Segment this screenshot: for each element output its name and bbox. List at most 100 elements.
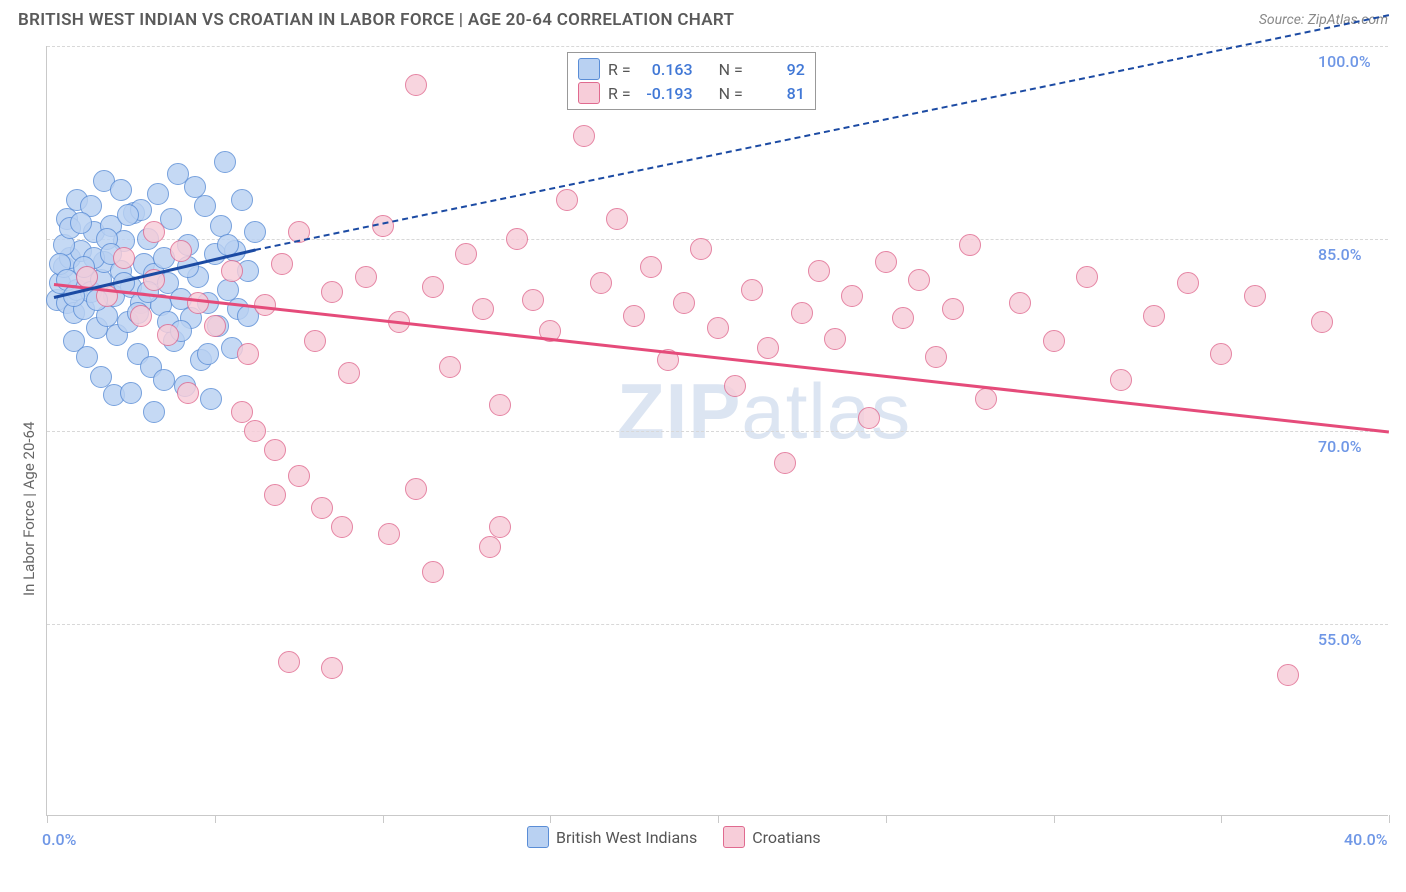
- data-point: [304, 330, 326, 352]
- x-tick-label: 0.0%: [42, 830, 76, 849]
- data-point: [194, 195, 216, 217]
- data-point: [522, 289, 544, 311]
- stats-box: R = 0.163 N = 92 R = -0.193 N = 81: [567, 52, 816, 110]
- data-point: [640, 256, 662, 278]
- data-point: [422, 276, 444, 298]
- data-point: [153, 369, 175, 391]
- data-point: [925, 346, 947, 368]
- data-point: [288, 465, 310, 487]
- data-point: [1110, 369, 1132, 391]
- data-point: [707, 317, 729, 339]
- data-point: [1143, 305, 1165, 327]
- x-tick: [1221, 815, 1222, 823]
- data-point: [321, 281, 343, 303]
- legend-label-b: Croatians: [752, 828, 820, 847]
- x-tick: [886, 815, 887, 823]
- chart-container: In Labor Force | Age 20-64 ZIPatlas R = …: [0, 36, 1406, 856]
- data-point: [455, 243, 477, 265]
- y-tick-label: 70.0%: [1318, 437, 1362, 456]
- data-point: [808, 260, 830, 282]
- x-tick-label: 40.0%: [1344, 830, 1388, 849]
- data-point: [76, 266, 98, 288]
- x-tick: [1054, 815, 1055, 823]
- data-point: [271, 253, 293, 275]
- data-point: [959, 234, 981, 256]
- data-point: [489, 394, 511, 416]
- data-point: [774, 452, 796, 474]
- data-point: [264, 439, 286, 461]
- data-point: [157, 324, 179, 346]
- data-point: [590, 272, 612, 294]
- data-point: [70, 212, 92, 234]
- data-point: [130, 305, 152, 327]
- y-axis-title: In Labor Force | Age 20-64: [20, 422, 38, 596]
- data-point: [143, 401, 165, 423]
- data-point: [204, 315, 226, 337]
- gridline: [47, 624, 1388, 625]
- data-point: [278, 651, 300, 673]
- chart-title: BRITISH WEST INDIAN VS CROATIAN IN LABOR…: [18, 10, 734, 30]
- legend-swatch-b-icon: [723, 826, 745, 848]
- data-point: [378, 523, 400, 545]
- data-point: [741, 279, 763, 301]
- data-point: [110, 179, 132, 201]
- data-point: [757, 337, 779, 359]
- data-point: [197, 343, 219, 365]
- legend-label-a: British West Indians: [556, 828, 697, 847]
- swatch-a-icon: [578, 58, 600, 80]
- data-point: [942, 298, 964, 320]
- data-point: [824, 328, 846, 350]
- data-point: [556, 189, 578, 211]
- data-point: [1244, 285, 1266, 307]
- y-tick-label: 85.0%: [1318, 245, 1362, 264]
- data-point: [214, 151, 236, 173]
- data-point: [841, 285, 863, 307]
- data-point: [221, 260, 243, 282]
- x-tick: [215, 815, 216, 823]
- data-point: [1311, 311, 1333, 333]
- plot-area: ZIPatlas R = 0.163 N = 92 R = -0.193 N =…: [46, 46, 1388, 816]
- data-point: [1277, 664, 1299, 686]
- data-point: [264, 484, 286, 506]
- data-point: [1076, 266, 1098, 288]
- y-tick-label: 55.0%: [1318, 630, 1362, 649]
- data-point: [479, 536, 501, 558]
- data-point: [573, 125, 595, 147]
- data-point: [606, 208, 628, 230]
- data-point: [472, 298, 494, 320]
- data-point: [875, 251, 897, 273]
- legend-item-b: Croatians: [723, 826, 820, 848]
- gridline: [47, 46, 1388, 47]
- data-point: [244, 221, 266, 243]
- data-point: [244, 420, 266, 442]
- x-tick: [718, 815, 719, 823]
- data-point: [724, 375, 746, 397]
- data-point: [143, 221, 165, 243]
- data-point: [791, 302, 813, 324]
- x-tick: [47, 815, 48, 823]
- data-point: [1043, 330, 1065, 352]
- data-point: [331, 516, 353, 538]
- data-point: [858, 407, 880, 429]
- data-point: [231, 189, 253, 211]
- data-point: [170, 240, 192, 262]
- data-point: [147, 183, 169, 205]
- legend-swatch-a-icon: [527, 826, 549, 848]
- data-point: [489, 516, 511, 538]
- data-point: [76, 346, 98, 368]
- data-point: [231, 401, 253, 423]
- legend: British West Indians Croatians: [527, 826, 821, 848]
- data-point: [117, 204, 139, 226]
- data-point: [623, 305, 645, 327]
- data-point: [439, 356, 461, 378]
- x-tick: [383, 815, 384, 823]
- data-point: [690, 238, 712, 260]
- data-point: [975, 388, 997, 410]
- data-point: [673, 292, 695, 314]
- data-point: [311, 497, 333, 519]
- y-tick-label: 100.0%: [1318, 52, 1371, 71]
- data-point: [1177, 272, 1199, 294]
- trend-line: [255, 14, 1389, 251]
- data-point: [200, 388, 222, 410]
- legend-item-a: British West Indians: [527, 826, 697, 848]
